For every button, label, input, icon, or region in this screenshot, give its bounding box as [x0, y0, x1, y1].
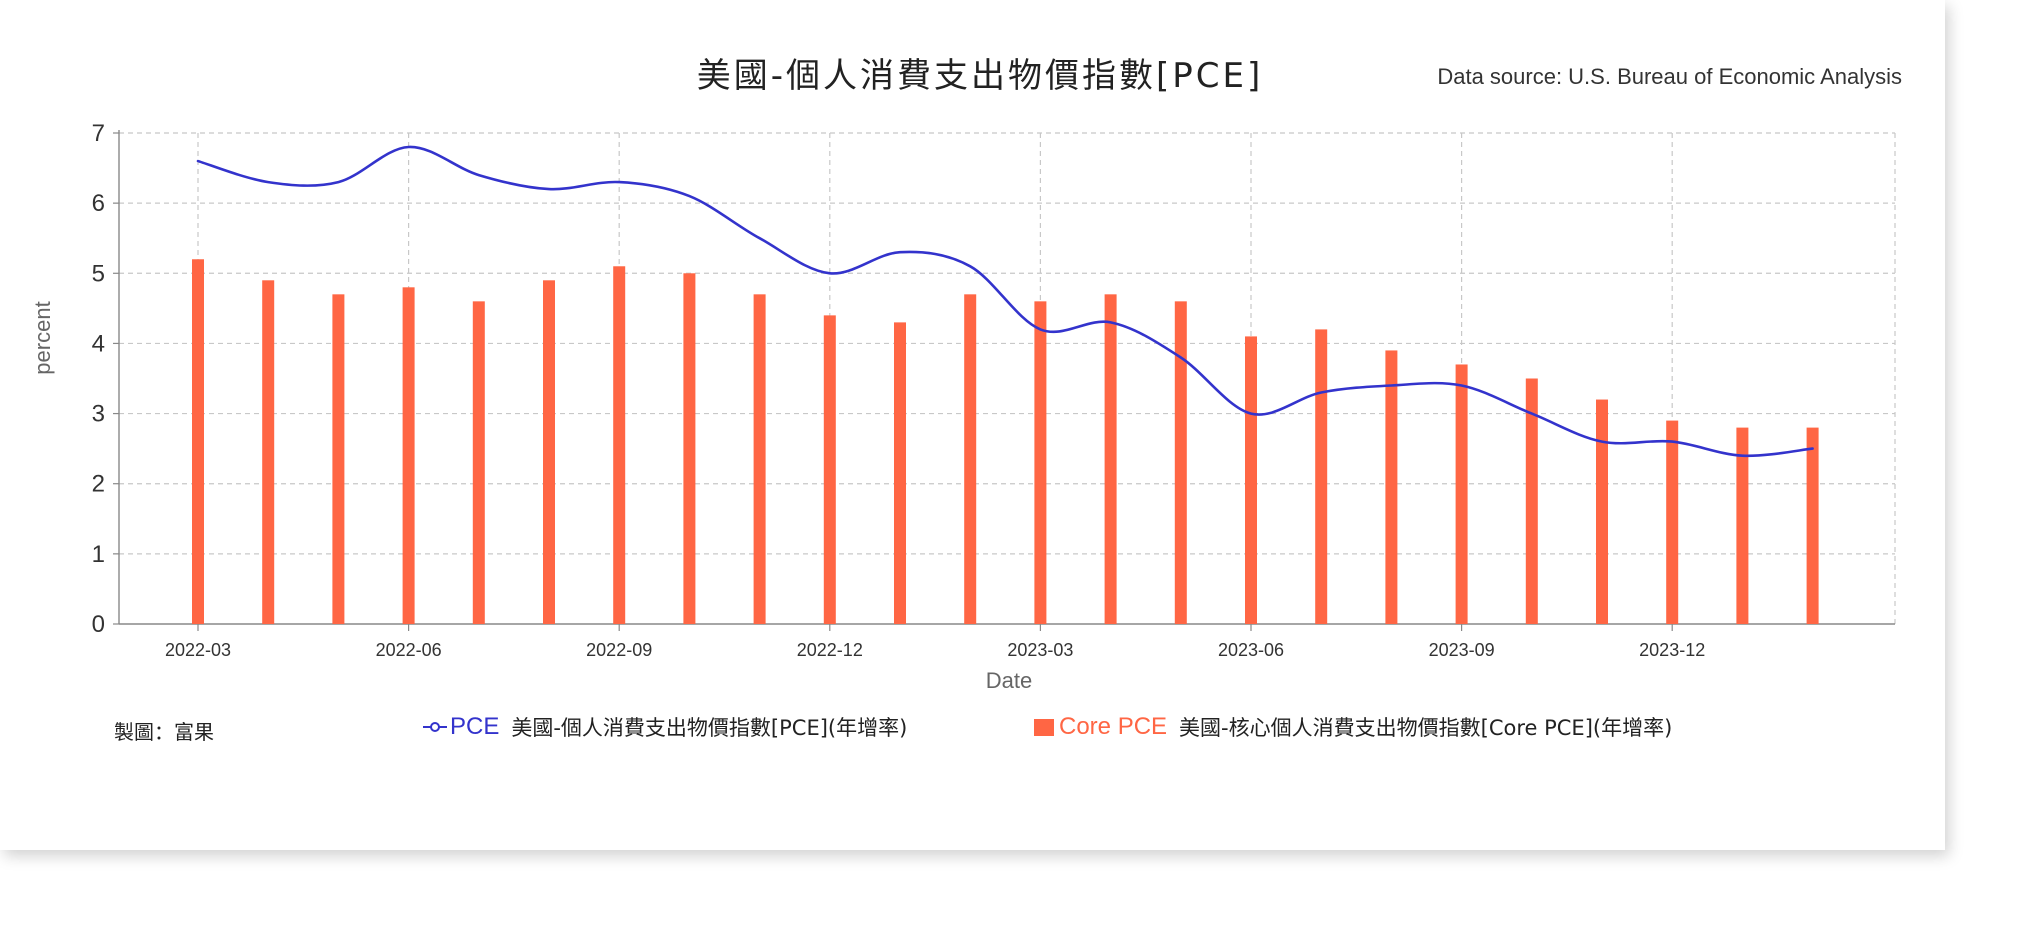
x-tick-label: 2023-12 [1639, 640, 1705, 660]
core-pce-bar [543, 280, 555, 624]
x-tick-label: 2022-12 [797, 640, 863, 660]
chart-credit: 製圖：富果 [114, 720, 214, 744]
x-tick-label: 2023-03 [1007, 640, 1073, 660]
core-pce-bar [192, 259, 204, 624]
line-marker-icon [423, 722, 447, 732]
core-pce-bar [1104, 294, 1117, 624]
core-pce-bar [753, 294, 766, 624]
core-pce-bars [192, 259, 1819, 624]
pce-point [337, 181, 339, 183]
tick-labels: 0 1 2 3 4 5 6 7 2022-03 2022-06 2022-09 2022-12 2023… [92, 120, 1706, 660]
legend: 製圖：富果 PCE 美國-個人消費支出物價指數[PCE](年增率) Core P… [0, 712, 1945, 752]
legend-core-label: Core PCE [1059, 713, 1168, 740]
x-tick-label: 2023-06 [1218, 640, 1284, 660]
core-pce-bar [1174, 301, 1187, 624]
pce-point [408, 146, 410, 148]
y-tick-label: 0 [92, 611, 105, 638]
core-pce-bar [1666, 420, 1679, 624]
core-pce-bar [1245, 336, 1257, 624]
pce-point [688, 195, 690, 197]
legend-item-core-pce[interactable]: Core PCE 美國-核心個人消費支出物價指數[Core PCE](年增率) [1034, 712, 1672, 742]
axes [113, 130, 1895, 631]
data-source-note: Data source: U.S. Bureau of Economic Ana… [1437, 64, 1902, 89]
core-pce-bar [894, 322, 906, 624]
pce-point [1812, 448, 1814, 450]
core-pce-bar [1455, 364, 1468, 624]
core-pce-bar [1315, 329, 1328, 624]
legend-core-description: 美國-核心個人消費支出物價指數[Core PCE](年增率) [1179, 716, 1673, 740]
pce-point [1741, 455, 1743, 457]
x-tick-label: 2022-09 [586, 640, 652, 660]
pce-point [1671, 441, 1673, 443]
pce-point [1461, 385, 1463, 387]
core-pce-bar [1596, 399, 1608, 624]
y-tick-label: 4 [92, 330, 105, 357]
pce-point [969, 265, 971, 267]
y-axis-title: percent [30, 301, 55, 374]
pce-point [618, 181, 620, 183]
pce-point [1601, 441, 1603, 443]
pce-point [1531, 413, 1533, 415]
y-tick-label: 3 [92, 401, 105, 428]
legend-item-pce[interactable]: PCE 美國-個人消費支出物價指數[PCE](年增率) [422, 712, 907, 742]
core-pce-bar [1736, 427, 1749, 624]
pce-point [759, 237, 761, 239]
core-pce-bar [332, 294, 345, 624]
y-tick-label: 1 [92, 541, 105, 568]
x-tick-label: 2022-03 [165, 640, 231, 660]
pce-point [1180, 356, 1182, 358]
y-tick-label: 7 [92, 120, 105, 147]
y-tick-label: 5 [92, 260, 105, 287]
legend-pce-label: PCE [450, 713, 500, 740]
core-pce-bar [262, 280, 275, 624]
x-tick-label: 2022-06 [376, 640, 442, 660]
core-pce-bar [823, 315, 836, 624]
pce-point [1250, 413, 1252, 415]
x-tick-label: 2023-09 [1429, 640, 1495, 660]
pce-point [548, 188, 550, 190]
pce-point [1320, 392, 1322, 394]
grid [119, 132, 1896, 624]
y-tick-label: 2 [92, 471, 105, 498]
pce-point [1039, 328, 1041, 330]
pce-point [1390, 385, 1392, 387]
core-pce-bar [1034, 301, 1047, 624]
core-pce-bar [402, 287, 415, 624]
legend-pce-description: 美國-個人消費支出物價指數[PCE](年增率) [511, 716, 908, 740]
x-axis-title: Date [986, 668, 1032, 693]
chart-title: 美國-個人消費支出物價指數[PCE] [696, 56, 1264, 96]
pce-point [829, 272, 831, 274]
core-pce-bar [683, 273, 696, 624]
core-pce-bar [964, 294, 977, 624]
bar-swatch-icon [1034, 718, 1054, 736]
pce-point [1110, 321, 1112, 323]
core-pce-bar [472, 301, 485, 624]
pce-line [196, 145, 1814, 458]
pce-point [197, 160, 199, 162]
core-pce-bar [1385, 350, 1398, 624]
y-tick-label: 6 [92, 190, 105, 217]
pce-point [267, 181, 269, 183]
pce-point [899, 251, 901, 253]
pce-point [478, 174, 480, 176]
chart-plot: 0 1 2 3 4 5 6 7 2022-03 2022-06 2022-09 2022-12 2023… [30, 120, 1896, 693]
core-pce-bar [1525, 378, 1538, 624]
core-pce-bar [1806, 427, 1819, 624]
core-pce-bar [613, 266, 626, 624]
pce-line-path [196, 145, 1814, 458]
